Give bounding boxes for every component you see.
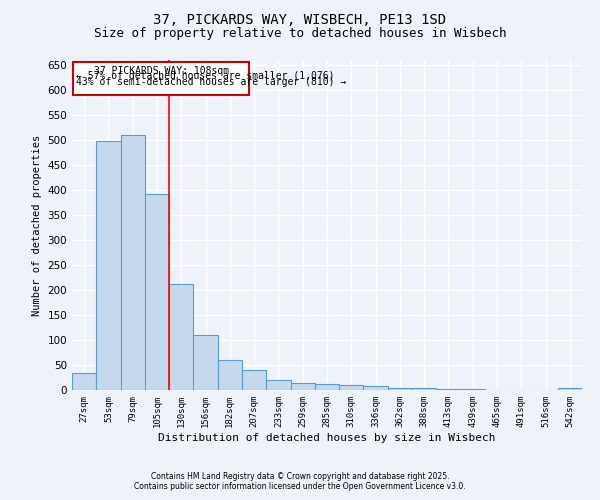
Bar (558, 388, 582, 390)
Bar (339, 385, 364, 390)
Text: 43% of semi-detached houses are larger (810) →: 43% of semi-detached houses are larger (… (76, 77, 346, 87)
Bar (145, 194, 169, 390)
Text: Contains HM Land Registry data © Crown copyright and database right 2025.: Contains HM Land Registry data © Crown c… (151, 472, 449, 481)
Y-axis label: Number of detached properties: Number of detached properties (32, 134, 42, 316)
Bar (193, 335, 218, 390)
Bar (121, 135, 145, 390)
Text: 37, PICKARDS WAY, WISBECH, PE13 1SD: 37, PICKARDS WAY, WISBECH, PE13 1SD (154, 12, 446, 26)
Text: Contains public sector information licensed under the Open Government Licence v3: Contains public sector information licen… (134, 482, 466, 491)
Bar (364, 386, 388, 390)
Bar (461, 389, 485, 390)
Bar (242, 370, 266, 390)
X-axis label: Distribution of detached houses by size in Wisbech: Distribution of detached houses by size … (158, 432, 496, 442)
Bar (169, 284, 193, 390)
Text: 37 PICKARDS WAY: 108sqm: 37 PICKARDS WAY: 108sqm (94, 66, 229, 76)
Text: Size of property relative to detached houses in Wisbech: Size of property relative to detached ho… (94, 28, 506, 40)
Bar (388, 388, 412, 390)
Bar (218, 360, 242, 390)
Bar (96, 141, 121, 390)
Bar (412, 388, 436, 390)
Text: ← 57% of detached houses are smaller (1,076): ← 57% of detached houses are smaller (1,… (76, 71, 334, 81)
Bar (72, 372, 96, 390)
Bar (315, 384, 339, 390)
Bar (290, 382, 315, 390)
FancyBboxPatch shape (73, 62, 249, 95)
Bar (266, 380, 290, 390)
Bar (436, 388, 461, 390)
